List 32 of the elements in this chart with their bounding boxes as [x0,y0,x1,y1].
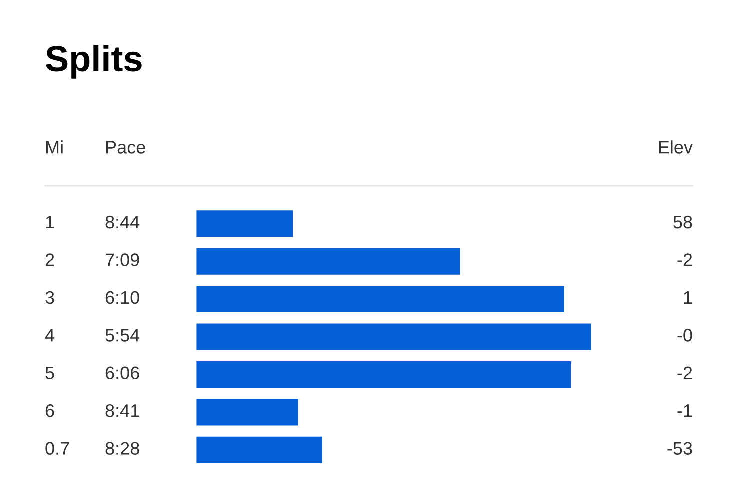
text: -2 [678,254,692,266]
y-tick-label: 1 [46,216,54,229]
text: 5:54 [106,329,140,342]
text: 8:44 [106,216,140,229]
bar [196,322,592,352]
text: 1 [684,292,692,304]
y-axis-title: Mi [46,140,63,154]
bar [196,435,324,465]
bar [196,360,572,390]
text: Elev [659,140,693,154]
text: -0 [678,329,692,342]
bar [196,246,462,276]
text: 6:06 [106,366,140,380]
text: 6:10 [106,291,140,304]
text: -53 [668,442,692,455]
bar [196,209,295,239]
text: -2 [678,366,692,380]
chart-title: Splits [46,45,142,79]
bar [196,398,300,428]
y-tick-label: 3 [46,291,54,304]
y-tick-label: 0.7 [46,442,70,455]
text: 8:28 [106,442,140,455]
text: Pace [106,141,146,154]
y-tick-label: 4 [45,329,55,342]
text: 8:41 [106,404,140,418]
y-tick-label: 2 [46,254,54,266]
bar [196,284,566,314]
text: -1 [678,404,692,418]
y-tick-label: 5 [46,366,54,380]
text: 7:09 [106,254,140,266]
text: 58 [674,216,692,229]
y-tick-label: 6 [46,404,54,418]
